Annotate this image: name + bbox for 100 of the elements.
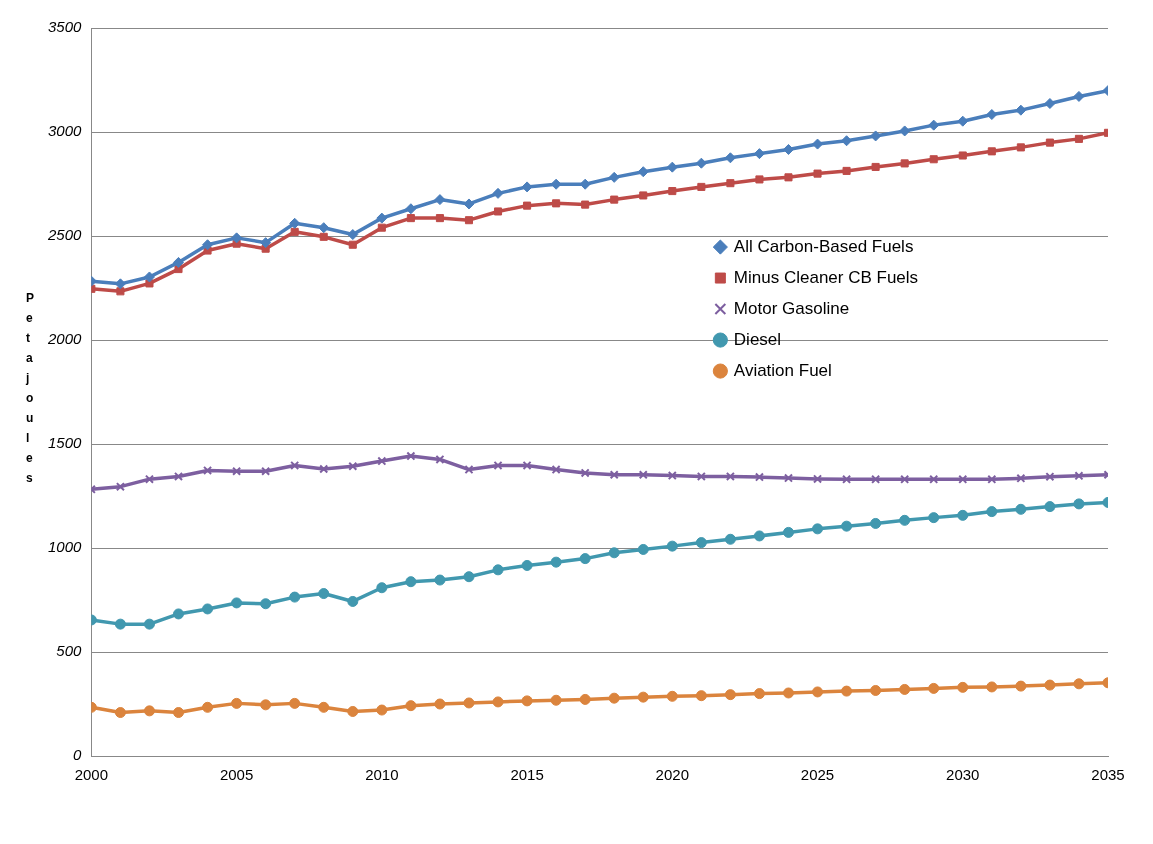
point [144,474,154,484]
y-tick-label: 2000 [46,330,83,348]
point [318,588,330,600]
point [1073,678,1085,690]
point [347,595,359,607]
point [637,543,649,555]
point [290,227,299,236]
point [870,684,882,696]
point [724,689,736,701]
point [841,135,853,147]
point [318,701,330,713]
point [551,465,561,475]
point [580,468,590,478]
legend-label: Minus Cleaner CB Fuels [733,267,919,287]
point [347,705,359,717]
point [492,187,504,199]
point [986,681,998,693]
point [813,474,823,484]
point [434,698,446,710]
point [1045,472,1055,482]
point [550,556,562,568]
legend-label: All Carbon-Based Fuels [733,236,914,256]
point [348,461,358,471]
y-tick-label: 0 [73,746,83,764]
point [464,216,474,225]
point [521,559,533,571]
point [1044,501,1056,513]
x-tick-label: 2000 [74,766,109,784]
point [1073,90,1085,102]
point [724,533,736,545]
point [697,182,706,191]
x-tick-label: 2035 [1091,766,1125,784]
point [493,460,503,470]
point [434,574,446,586]
point [753,688,765,700]
legend-label: Diesel [733,329,782,349]
point [434,194,446,206]
point [668,187,677,196]
point [115,482,125,492]
point [870,517,882,529]
point [1015,680,1027,692]
point [928,512,940,524]
point [841,685,853,697]
y-tick-label: 2500 [46,226,83,244]
point [639,191,648,200]
point [638,470,648,480]
point [986,506,998,518]
point [784,173,793,182]
point [958,474,968,484]
point [260,699,272,711]
text: Petajoules [26,291,35,485]
legend-label: Motor Gasoline [733,298,850,318]
point [608,171,620,183]
point [319,232,328,241]
point [376,704,388,716]
point [405,576,417,588]
point [610,195,619,204]
point [608,547,620,559]
point [202,239,214,251]
point [261,466,271,476]
point [523,201,532,210]
point [435,454,445,464]
point [1016,143,1025,152]
point [783,473,794,483]
point [929,474,939,484]
point [376,212,388,224]
point [754,472,764,482]
point [231,697,243,709]
x-tick-label: 2010 [365,766,399,784]
point [202,603,214,615]
point [1073,498,1085,510]
y-tick-label: 1500 [47,434,83,452]
point [406,214,415,223]
point [609,470,619,480]
point [377,223,386,232]
point [260,237,272,249]
y-tick-label: 3000 [47,122,83,140]
y-tick-label: 3500 [47,18,83,36]
point [813,169,822,178]
point [318,222,330,234]
point [143,705,155,717]
point [289,697,301,709]
point [929,155,938,164]
point [782,526,794,538]
point [666,690,678,702]
point [405,203,417,215]
point [493,207,503,216]
point [1045,138,1054,147]
point [871,474,881,484]
point [695,690,707,702]
point [725,471,735,481]
point [290,460,300,470]
point [899,514,911,526]
point [143,271,155,283]
point [435,214,444,223]
point [232,466,242,476]
point [348,240,357,249]
point [608,692,620,704]
point [637,691,649,703]
point [842,474,852,484]
